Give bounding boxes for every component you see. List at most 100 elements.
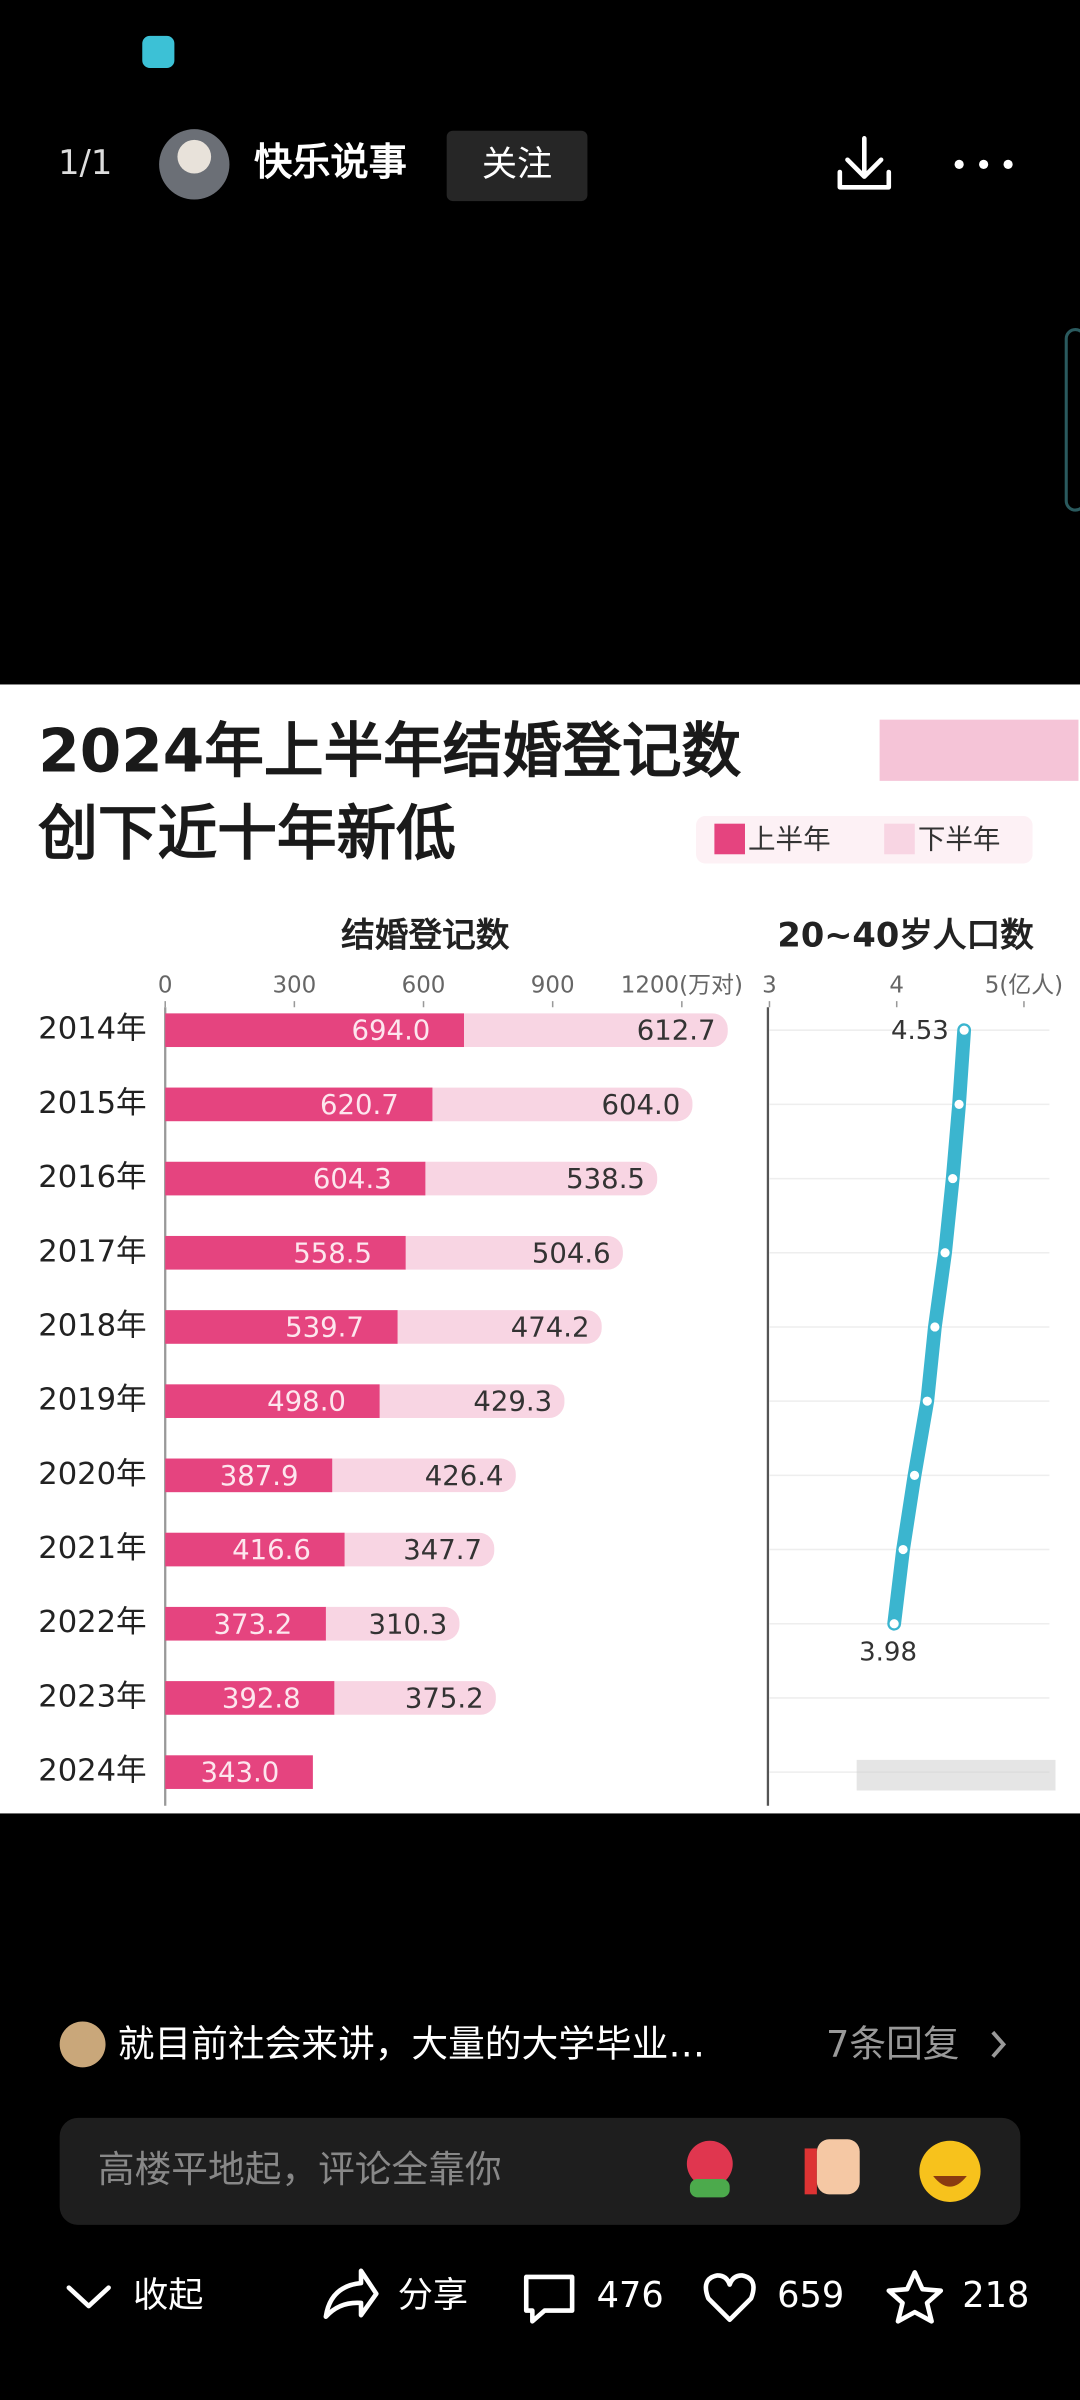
bar (316, 1458, 516, 1493)
comment-count[interactable]: 476 (597, 2275, 664, 2316)
bar (165, 1013, 464, 1048)
bar (165, 1384, 380, 1418)
blurred-watermark (879, 719, 1079, 781)
x2-tick-label: 4 (889, 972, 904, 998)
share-label[interactable]: 分享 (398, 2275, 468, 2316)
follow-button[interactable] (446, 130, 588, 202)
bar (165, 1606, 326, 1641)
laugh-emoji[interactable] (919, 2140, 981, 2202)
y-tick-label: 2016年 (38, 1160, 146, 1195)
line-point (952, 1098, 966, 1111)
value-label: 558.5 (293, 1237, 372, 1269)
bar (165, 1755, 313, 1789)
line-point (896, 1543, 910, 1556)
side-handle (1064, 328, 1080, 512)
favorite-count[interactable]: 218 (962, 2275, 1029, 2316)
like-icon[interactable] (703, 2273, 756, 2323)
y-tick-label: 2022年 (38, 1605, 146, 1640)
bar (319, 1681, 496, 1715)
x-tick-label: 900 (531, 972, 575, 998)
rose-emoji[interactable] (686, 2140, 733, 2198)
thumb-emoji[interactable] (804, 2139, 860, 2195)
y-tick-label: 2021年 (38, 1531, 146, 1566)
x2-tick-label: 3 (762, 972, 777, 998)
value-label: 375.2 (405, 1682, 484, 1714)
bar (329, 1532, 495, 1567)
bar (417, 1087, 693, 1122)
y-tick-label: 2015年 (38, 1086, 146, 1121)
y-tick-label: 2014年 (38, 1012, 146, 1047)
share-icon[interactable] (323, 2268, 379, 2320)
line-point (928, 1320, 942, 1334)
bar (165, 1161, 426, 1196)
collapse-label[interactable]: 收起 (133, 2275, 203, 2316)
y-tick-label: 2023年 (38, 1679, 146, 1714)
bar (364, 1384, 565, 1418)
value-label: 694.0 (352, 1015, 431, 1047)
value-label: 504.6 (532, 1237, 611, 1269)
like-count[interactable]: 659 (777, 2275, 844, 2316)
chart: 上半年 下半年 0 300 600 900 1200(万对) 3 4 5(亿人) 2014年 694.… (38, 824, 1063, 1789)
y-tick-label: 2018年 (38, 1308, 146, 1343)
legend-swatch (884, 823, 915, 855)
value-label: 604.3 (313, 1163, 392, 1195)
username[interactable]: 快乐说事 (254, 141, 407, 185)
value-label: 343.0 (200, 1757, 279, 1789)
legend-swatch (714, 823, 745, 855)
input-placeholder: 高楼平地起，评论全靠你 (98, 2148, 502, 2191)
value-label: 4.53 (891, 1016, 949, 1046)
value-label: 347.7 (403, 1534, 482, 1566)
value-label: 426.4 (425, 1460, 504, 1492)
bar (448, 1013, 728, 1048)
value-label: 429.3 (473, 1386, 552, 1418)
follow-label: 关注 (482, 144, 552, 185)
value-label: 310.3 (368, 1608, 447, 1640)
line-point (938, 1246, 952, 1259)
bar (310, 1606, 460, 1641)
x2-axis-title: 20~40岁人口数 (777, 915, 1034, 954)
value-label: 604.0 (601, 1089, 680, 1121)
bar (410, 1161, 658, 1196)
x-tick-label: 0 (158, 972, 173, 998)
value-label: 392.8 (222, 1682, 301, 1714)
chart-title: 2024年上半年结婚登记数 (38, 717, 741, 786)
avatar-face (177, 139, 212, 174)
reply-count[interactable]: 7条回复 (826, 2022, 959, 2065)
x-tick-label: 1200(万对) (621, 972, 743, 998)
chevron (991, 2030, 1007, 2058)
x-tick-label: 300 (272, 972, 316, 998)
favorite-icon[interactable] (886, 2270, 944, 2324)
x2-tick-label: 5(亿人) (985, 972, 1063, 998)
bar (165, 1087, 433, 1122)
bar (382, 1310, 602, 1344)
comment-input[interactable] (59, 2117, 1021, 2225)
value-label: 3.98 (859, 1637, 917, 1667)
line-point (921, 1395, 934, 1408)
comment-text[interactable]: 就目前社会来讲，大量的大学毕业… (118, 2022, 705, 2065)
value-label: 538.5 (566, 1163, 645, 1195)
line-point (958, 1024, 971, 1037)
comment-avatar[interactable] (59, 2021, 106, 2068)
chart-title: 创下近十年新低 (38, 800, 456, 869)
blurred-watermark (856, 1759, 1056, 1791)
comment-icon[interactable] (523, 2274, 575, 2324)
value-label: 498.0 (267, 1386, 346, 1418)
collapse-icon[interactable] (66, 2285, 111, 2309)
bar (165, 1310, 398, 1344)
value-label: 416.6 (232, 1534, 311, 1566)
more-icon[interactable] (954, 159, 1013, 169)
y-tick-label: 2019年 (38, 1383, 146, 1418)
line-point (888, 1617, 901, 1630)
x-tick-label: 600 (402, 972, 446, 998)
bar (165, 1681, 335, 1715)
line-point (946, 1172, 959, 1185)
download-icon[interactable] (837, 136, 892, 190)
page-counter: 1/1 (58, 143, 112, 182)
line-point (908, 1469, 921, 1482)
value-label: 620.7 (320, 1089, 399, 1121)
value-label: 539.7 (285, 1311, 364, 1343)
y-tick-label: 2017年 (38, 1234, 146, 1269)
status-icon (142, 35, 175, 68)
x-axis-title: 结婚登记数 (341, 915, 510, 954)
